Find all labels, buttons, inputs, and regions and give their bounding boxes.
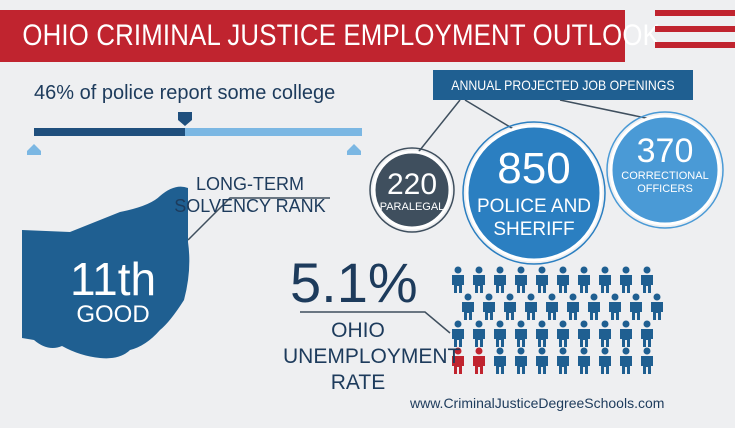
person-icon <box>504 293 516 320</box>
connector-police <box>464 99 521 134</box>
person-icon <box>641 320 653 347</box>
police-value: 850 <box>497 144 571 193</box>
person-icon <box>578 266 590 293</box>
person-icon <box>536 347 548 374</box>
connector-unemployment <box>300 311 451 334</box>
paralegal-stat: 220 PARALEGAL <box>374 170 450 213</box>
paralegal-circle <box>369 147 455 233</box>
person-icon <box>515 320 527 347</box>
college-stat-label: 46% of police report some college <box>34 82 336 104</box>
person-icon <box>452 320 464 347</box>
person-icon <box>599 320 611 347</box>
openings-connectors <box>187 99 666 334</box>
paralegal-label: PARALEGAL <box>379 201 445 213</box>
solvency-label-line2: SOLVENCY RANK <box>174 196 326 216</box>
person-icon <box>630 293 642 320</box>
person-icon <box>462 293 474 320</box>
college-bar-marker <box>178 112 192 126</box>
person-icon <box>557 320 569 347</box>
person-icon <box>557 266 569 293</box>
person-icon-highlighted <box>473 347 485 374</box>
connector-paralegal <box>411 99 461 161</box>
police-circle <box>462 121 606 265</box>
college-bar-track <box>34 128 362 136</box>
unemployment-label-line2: UNEMPLOYMENT <box>283 345 461 368</box>
person-icon <box>473 266 485 293</box>
openings-label: ANNUAL PROJECTED JOB OPENINGS <box>451 77 675 93</box>
person-icon <box>599 266 611 293</box>
person-icon <box>536 266 548 293</box>
person-icon-highlighted <box>452 347 464 374</box>
person-icon <box>546 293 558 320</box>
title-stripe-3 <box>655 42 735 48</box>
solvency-label-line1: LONG-TERM <box>196 174 304 194</box>
college-bar-fill <box>34 128 185 136</box>
ohio-map-shape <box>22 186 190 359</box>
person-icon <box>609 293 621 320</box>
person-icon <box>494 320 506 347</box>
title-banner: OHIO CRIMINAL JUSTICE EMPLOYMENT OUTLOOK <box>0 10 660 62</box>
source-url: www.CriminalJusticeDegreeSchools.com <box>410 395 665 411</box>
person-icon <box>494 266 506 293</box>
solvency-label: LONG-TERM SOLVENCY RANK <box>170 173 330 217</box>
person-icon <box>578 320 590 347</box>
person-icon <box>515 266 527 293</box>
solvency-rating: GOOD <box>76 301 150 328</box>
person-icon <box>536 320 548 347</box>
police-label-line1: POLICE AND <box>476 196 592 217</box>
person-icon <box>494 347 506 374</box>
unemployment-label-line3: RATE <box>330 371 386 394</box>
college-progress-bar <box>27 112 362 155</box>
correctional-label-line1: CORRECTIONAL <box>621 170 709 182</box>
title-stripe-2 <box>655 26 735 32</box>
person-icon <box>473 320 485 347</box>
paralegal-value: 220 <box>386 168 438 201</box>
police-label-line2: SHERIFF <box>493 219 575 240</box>
person-icon <box>651 293 663 320</box>
person-icon <box>483 293 495 320</box>
correctional-label-line2: OFFICERS <box>637 183 693 195</box>
police-stat: 850 POLICE AND SHERIFF <box>467 144 601 240</box>
bar-end-house-icon <box>347 144 361 155</box>
openings-label-box: ANNUAL PROJECTED JOB OPENINGS <box>433 70 693 100</box>
person-icon <box>641 347 653 374</box>
solvency-rank: 11th <box>69 253 157 305</box>
unemployment-rate-value: 5.1% <box>290 251 418 314</box>
person-icon <box>515 347 527 374</box>
person-icon <box>620 266 632 293</box>
unemployment-figures <box>452 266 663 374</box>
person-icon <box>620 320 632 347</box>
person-icon <box>599 347 611 374</box>
person-icon <box>578 347 590 374</box>
correctional-value: 370 <box>636 132 694 170</box>
unemployment-label-line1: OHIO <box>331 319 385 342</box>
title-stripe-1 <box>655 10 735 16</box>
person-icon <box>567 293 579 320</box>
person-icon <box>641 266 653 293</box>
person-icon <box>525 293 537 320</box>
correctional-stat: 370 CORRECTIONAL OFFICERS <box>611 134 719 195</box>
person-icon <box>588 293 600 320</box>
unemployment-rate-label: OHIO UNEMPLOYMENT RATE <box>283 318 461 396</box>
person-icon <box>620 347 632 374</box>
connector-solvency <box>187 197 330 241</box>
page-title: OHIO CRIMINAL JUSTICE EMPLOYMENT OUTLOOK <box>22 19 660 52</box>
person-icon <box>557 347 569 374</box>
bar-start-house-icon <box>27 144 41 155</box>
person-icon <box>452 266 464 293</box>
correctional-circle <box>606 111 724 229</box>
